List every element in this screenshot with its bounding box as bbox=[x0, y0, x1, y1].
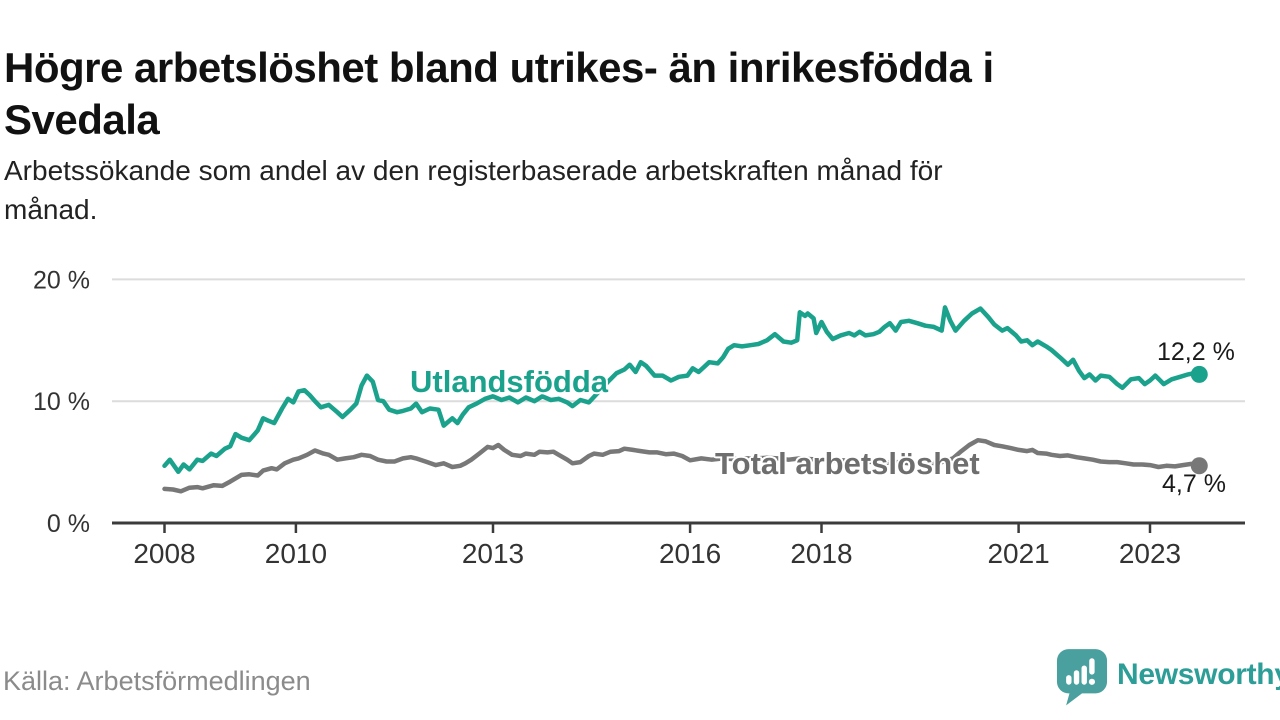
logo-exclamation-dot bbox=[1088, 678, 1095, 685]
x-tick-label-2021: 2021 bbox=[987, 538, 1049, 569]
page-title: Högre arbetslöshet bland utrikes- än inr… bbox=[4, 42, 1244, 146]
end-value-label-total: 4,7 % bbox=[1162, 470, 1226, 498]
title-line-2: Svedala bbox=[4, 96, 160, 144]
x-tick-label-2023: 2023 bbox=[1119, 538, 1181, 569]
series-label-total-arbetsloshet: Total arbetslöshet bbox=[715, 446, 980, 481]
y-tick-label-10: 10 % bbox=[33, 388, 90, 416]
x-tick-label-2010: 2010 bbox=[265, 538, 327, 569]
end-dot-total-arbetsl-shet bbox=[1190, 457, 1208, 475]
logo-bar-large bbox=[1081, 665, 1087, 685]
logo-bar-small bbox=[1066, 675, 1072, 685]
chart-subtitle: Arbetssökande som andel av den registerb… bbox=[4, 151, 1224, 229]
logo-bar-medium bbox=[1073, 670, 1080, 685]
x-tick-label-2013: 2013 bbox=[462, 538, 524, 569]
subtitle-line-2: månad. bbox=[4, 194, 98, 225]
line-total-arbetsl-shet bbox=[162, 437, 1202, 494]
end-dot-utlandsf-dda bbox=[1190, 365, 1208, 383]
y-tick-label-0: 0 % bbox=[47, 510, 90, 538]
end-value-label-utlandsfodda: 12,2 % bbox=[1157, 338, 1235, 366]
y-tick-label-20: 20 % bbox=[33, 266, 90, 294]
newsworthy-logo-icon bbox=[1056, 649, 1108, 706]
x-tick-label-2018: 2018 bbox=[790, 538, 852, 569]
subtitle-line-1: Arbetssökande som andel av den registerb… bbox=[4, 155, 943, 186]
logo-exclamation-bar bbox=[1089, 658, 1095, 675]
series-label-utlandsfodda: Utlandsfödda bbox=[410, 364, 609, 399]
line-utlandsf-dda bbox=[162, 305, 1202, 475]
x-tick-label-2016: 2016 bbox=[659, 538, 721, 569]
brand-wordmark: Newsworthy bbox=[1117, 658, 1280, 691]
x-tick-label-2008: 2008 bbox=[133, 538, 195, 569]
newsworthy-brand: Newsworthy bbox=[1056, 648, 1280, 706]
source-text: Källa: Arbetsförmedlingen bbox=[3, 666, 311, 696]
title-line-1: Högre arbetslöshet bland utrikes- än inr… bbox=[4, 44, 994, 92]
